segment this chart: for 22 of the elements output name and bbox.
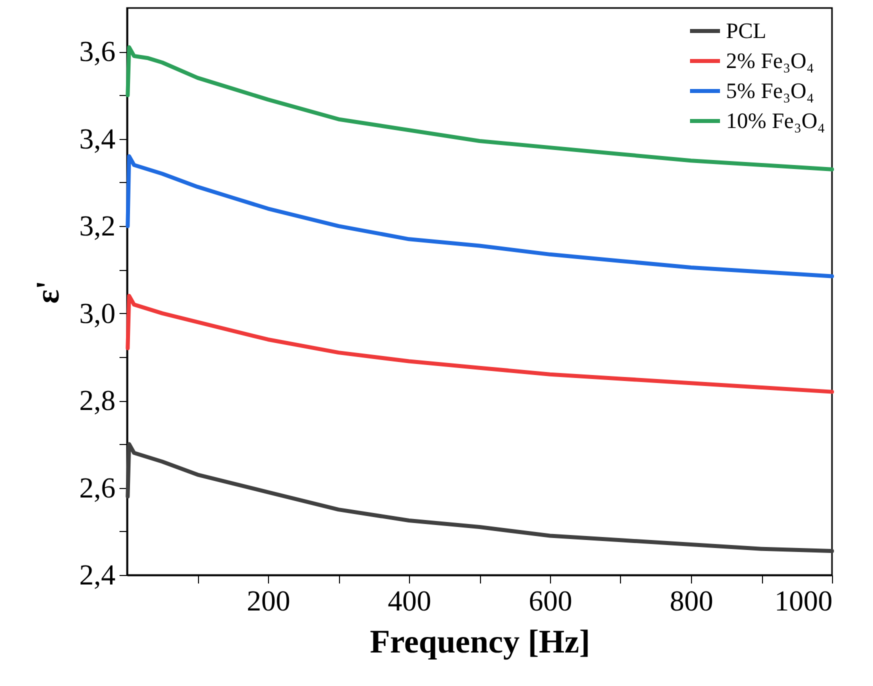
legend-label: 5% Fe₃O₄ bbox=[726, 78, 814, 103]
y-tick-label: 3,2 bbox=[79, 210, 116, 243]
y-tick-label: 2,6 bbox=[79, 472, 116, 504]
x-tick-label: 200 bbox=[246, 586, 290, 618]
line-series bbox=[126, 45, 834, 172]
x-tick-label: 800 bbox=[670, 586, 714, 618]
legend-label: PCL bbox=[726, 18, 766, 43]
x-tick-label: 600 bbox=[528, 586, 572, 618]
y-tick-label: 3,4 bbox=[79, 123, 116, 156]
y-tick-label: 3,0 bbox=[79, 298, 116, 330]
x-tick-label: 400 bbox=[388, 586, 432, 618]
legend-label: 2% Fe₃O₄ bbox=[726, 48, 814, 73]
y-tick-label: 3,6 bbox=[79, 36, 116, 68]
y-axis-title: ε' bbox=[30, 280, 66, 304]
line-series bbox=[126, 442, 834, 554]
line-series bbox=[126, 294, 834, 394]
x-tick-label: 1000 bbox=[774, 586, 832, 618]
legend-label: 10% Fe₃O₄ bbox=[726, 108, 826, 133]
y-tick-label: 2,4 bbox=[79, 560, 116, 592]
x-axis-title: Frequency [Hz] bbox=[370, 624, 590, 660]
y-tick-label: 2,8 bbox=[79, 385, 116, 418]
line-series bbox=[126, 154, 834, 278]
